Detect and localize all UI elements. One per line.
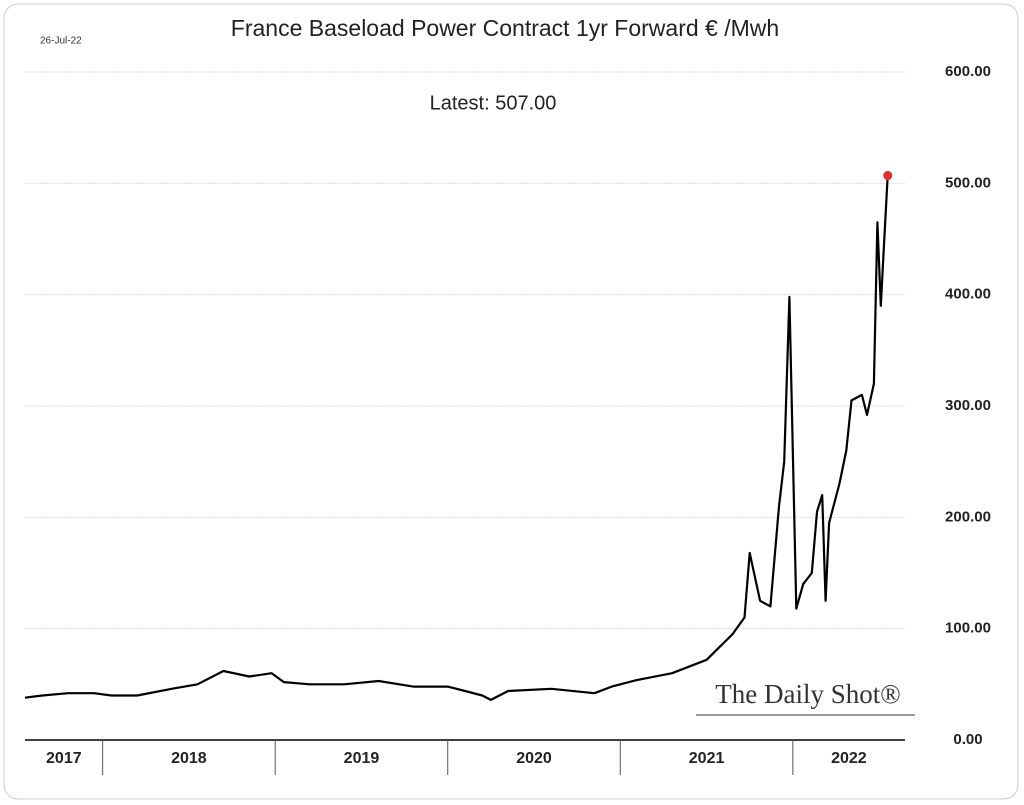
x-tick-label: 2021 bbox=[689, 750, 725, 767]
price-line bbox=[24, 175, 889, 702]
y-tick-label: 500.00 bbox=[945, 174, 991, 191]
annotation: Latest: 507.00 bbox=[430, 92, 557, 114]
source: The Daily Shot® bbox=[715, 679, 901, 709]
y-tick-label: 100.00 bbox=[945, 620, 991, 637]
y-tick-label: 200.00 bbox=[945, 508, 991, 525]
x-tick-label: 2019 bbox=[344, 750, 380, 767]
y-tick-label: 600.00 bbox=[945, 63, 991, 80]
y-tick-label: 400.00 bbox=[945, 286, 991, 303]
y-tick-label: 0.00 bbox=[953, 731, 982, 748]
y-tick-label: 300.00 bbox=[945, 397, 991, 414]
x-tick-label: 2020 bbox=[516, 750, 552, 767]
x-tick-label: 2022 bbox=[831, 750, 867, 767]
chart-title: France Baseload Power Contract 1yr Forwa… bbox=[231, 15, 779, 41]
frame bbox=[3, 3, 1019, 800]
x-tick-label: 2018 bbox=[171, 750, 207, 767]
x-tick-label: 2017 bbox=[46, 750, 82, 767]
latest-point bbox=[883, 171, 893, 181]
date-label: 26-Jul-22 bbox=[40, 36, 82, 47]
